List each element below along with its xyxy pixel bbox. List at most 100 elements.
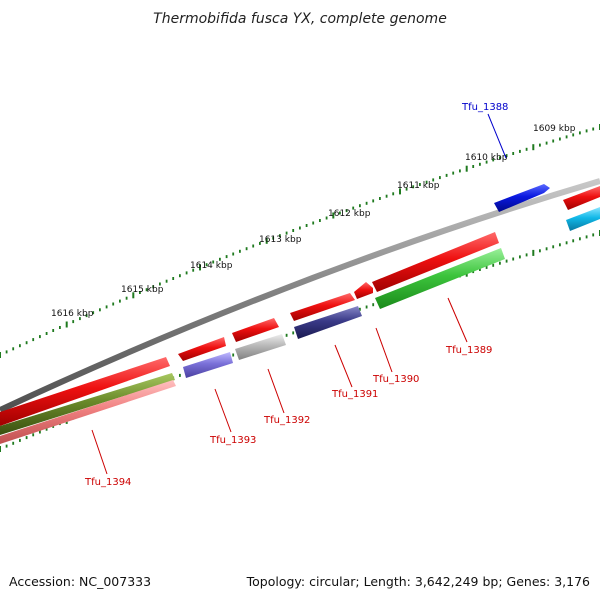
inner-tick (292, 331, 295, 335)
feature-grey[interactable] (235, 334, 286, 360)
outer-tick (139, 291, 141, 294)
outer-tick (332, 212, 335, 219)
feature-violet[interactable] (183, 352, 233, 378)
outer-tick (479, 162, 481, 166)
outer-tick (205, 263, 208, 267)
outer-tick (99, 308, 101, 312)
inner-tick (559, 243, 561, 247)
outer-tick (545, 141, 548, 145)
outer-tick (579, 131, 581, 135)
outer-tick (425, 180, 428, 184)
outer-tick (299, 226, 301, 230)
outer-tick (505, 154, 508, 158)
outer-tick (345, 209, 348, 213)
leader-tfu-1390 (375, 327, 393, 373)
outer-tick (232, 252, 235, 256)
feature-tfu-1390[interactable] (354, 282, 373, 299)
feature-green[interactable] (375, 248, 505, 309)
outer-tick (239, 249, 241, 253)
feature-tfu-1393[interactable] (178, 337, 226, 361)
outer-tick (572, 133, 575, 137)
outer-tick (465, 165, 468, 172)
gene-label-tfu-1393[interactable]: Tfu_1393 (209, 435, 256, 446)
gene-label-tfu-1389[interactable]: Tfu_1389 (445, 345, 492, 356)
outer-tick (492, 158, 495, 162)
inner-tick (365, 305, 368, 309)
outer-tick (439, 176, 441, 180)
outer-tick (125, 296, 128, 300)
outer-tick (259, 241, 261, 245)
feature-tfu-1392[interactable] (232, 318, 279, 342)
outer-tick (0, 352, 1, 358)
inner-tick (32, 433, 35, 437)
outer-tick (225, 255, 228, 259)
feature-red-right[interactable] (563, 186, 600, 210)
inner-tick (479, 268, 481, 271)
feature-pink[interactable] (0, 380, 176, 444)
feature-tfu-1394[interactable] (0, 357, 170, 426)
outer-tick (512, 152, 515, 155)
kbp-label-1612: 1612 kbp (328, 209, 371, 219)
outer-tick (312, 221, 315, 225)
feature-tfu-1388[interactable] (494, 184, 550, 212)
outer-tick (452, 171, 455, 175)
kbp-label-1610: 1610 kbp (465, 153, 508, 163)
outer-tick (119, 299, 121, 303)
feature-olive[interactable] (0, 373, 175, 435)
outer-tick (325, 216, 328, 220)
outer-tick (252, 244, 255, 248)
gene-label-tfu-1392[interactable]: Tfu_1392 (263, 415, 310, 426)
inner-tick (19, 438, 21, 442)
outer-tick (25, 341, 28, 345)
outer-tick (92, 311, 95, 315)
genome-backbone (0, 178, 600, 413)
kbp-label-1615: 1615 kbp (121, 285, 164, 295)
gene-label-tfu-1388[interactable]: Tfu_1388 (461, 102, 508, 113)
outer-tick (79, 317, 81, 321)
outer-tick (272, 236, 275, 240)
outer-tick (192, 268, 195, 272)
inner-tick (492, 263, 495, 267)
outer-tick (392, 192, 395, 196)
leader-tfu-1392 (267, 368, 285, 414)
gene-label-tfu-1391[interactable]: Tfu_1391 (331, 389, 378, 400)
inner-tick (39, 430, 41, 434)
kbp-label-1611: 1611 kbp (397, 181, 440, 191)
outer-tick (172, 277, 175, 280)
outer-tick (45, 332, 48, 335)
outer-tick (279, 234, 281, 238)
inner-tick (539, 249, 541, 253)
kbp-label-1613: 1613 kbp (259, 235, 302, 245)
gene-label-tfu-1394[interactable]: Tfu_1394 (84, 477, 131, 488)
kbp-label-1616: 1616 kbp (51, 309, 94, 319)
gene-label-tfu-1390[interactable]: Tfu_1390 (372, 374, 419, 385)
outer-tick (565, 135, 568, 139)
inner-tick (572, 239, 575, 243)
inner-tick (359, 307, 361, 311)
outer-tick (52, 329, 55, 332)
feature-cyan[interactable] (566, 207, 600, 231)
outer-tick (39, 335, 41, 339)
inner-tick (285, 333, 288, 337)
feature-tfu-1391[interactable] (290, 293, 355, 321)
inner-tick (525, 253, 528, 257)
outer-tick (5, 350, 8, 354)
outer-tick (32, 338, 35, 342)
feature-navy[interactable] (294, 306, 362, 339)
inner-tick (372, 303, 375, 307)
inner-tick (545, 247, 548, 251)
outer-tick (379, 197, 381, 200)
outer-tick (399, 188, 401, 195)
feature-tfu-1389[interactable] (372, 232, 499, 292)
outer-tick (339, 211, 341, 215)
inner-tick (585, 235, 588, 239)
outer-tick (485, 160, 488, 164)
leader-tfu-1393 (214, 388, 232, 433)
outer-tick (152, 285, 155, 289)
inner-tick (45, 427, 48, 431)
outer-tick (365, 201, 368, 205)
footer-accession: Accession: NC_007333 (9, 574, 151, 589)
inner-tick (499, 261, 501, 265)
